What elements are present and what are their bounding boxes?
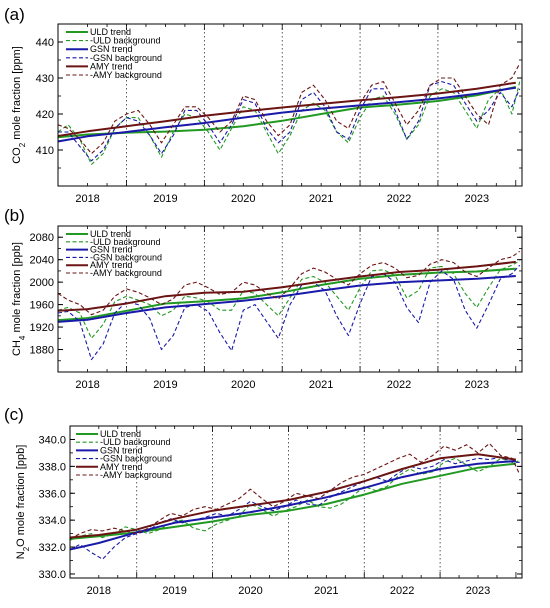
y-tick-label: 334.0 bbox=[38, 515, 66, 527]
y-axis-title: N2O mole fraction [ppb] bbox=[15, 445, 31, 560]
x-tick-label: 2022 bbox=[387, 193, 411, 205]
y-tick-label: 410 bbox=[36, 145, 54, 157]
series-gsn-background bbox=[58, 264, 521, 361]
y-tick-label: 430 bbox=[36, 73, 54, 85]
plot-frame bbox=[57, 23, 523, 187]
plot-area bbox=[58, 63, 521, 165]
y-tick-label: 440 bbox=[36, 37, 54, 49]
legend-label: ULD trend bbox=[90, 27, 131, 37]
panel-3: (c) 330.0 332.0 334.0 336.0 338.0 340.0 2018 201… bbox=[4, 405, 523, 597]
y-axis-title: CH4 mole fraction [ppb] bbox=[11, 242, 27, 356]
x-tick-label: 2021 bbox=[309, 193, 333, 205]
series-gsn-trend bbox=[58, 86, 516, 143]
legend-label: -AMY background bbox=[90, 70, 162, 80]
y-axis-title: CO2 mole fraction [ppm] bbox=[11, 46, 27, 164]
y-tick-label: 330.0 bbox=[38, 569, 66, 581]
legend-label: AMY trend bbox=[100, 462, 142, 472]
legend-label: ULD trend bbox=[100, 429, 141, 439]
y-tick-label: 336.0 bbox=[38, 488, 66, 500]
series-amy-trend bbox=[70, 453, 517, 539]
legend-label: -ULD background bbox=[90, 237, 161, 247]
x-tick-label: 2023 bbox=[465, 193, 489, 205]
x-tick-label: 2019 bbox=[162, 585, 186, 597]
y-tick-label: 1960 bbox=[30, 300, 54, 312]
legend-label: ULD trend bbox=[90, 229, 131, 239]
legend-label: -AMY background bbox=[100, 470, 172, 480]
legend-label: GSN trend bbox=[90, 44, 133, 54]
x-tick-label: 2018 bbox=[87, 585, 111, 597]
series-amy-trend bbox=[58, 81, 516, 138]
series-uld-trend bbox=[58, 267, 516, 322]
series-gsn-background bbox=[58, 81, 521, 162]
x-tick-label: 2021 bbox=[309, 379, 333, 391]
y-tick-label: 420 bbox=[36, 109, 54, 121]
y-tick-label: 338.0 bbox=[38, 461, 66, 473]
plot-frame bbox=[69, 425, 523, 579]
x-tick-label: 2021 bbox=[314, 585, 338, 597]
series-gsn-trend bbox=[58, 275, 516, 323]
panel-1: (a) 410 420 430 440 2018 2019 2020 2021 2022 2023 C… bbox=[4, 5, 523, 205]
plot-area bbox=[58, 250, 521, 361]
y-tick-label: 2040 bbox=[30, 255, 54, 267]
x-tick-label: 2022 bbox=[387, 379, 411, 391]
x-tick-label: 2018 bbox=[75, 193, 99, 205]
series-amy-background bbox=[70, 442, 521, 540]
panel-label: (c) bbox=[4, 405, 24, 424]
x-tick-label: 2020 bbox=[238, 585, 262, 597]
x-tick-label: 2020 bbox=[231, 379, 255, 391]
legend-label: -ULD background bbox=[100, 437, 171, 447]
series-amy-background bbox=[58, 250, 521, 316]
legend-label: AMY trend bbox=[90, 61, 132, 71]
y-tick-label: 2000 bbox=[30, 277, 54, 289]
series-uld-background bbox=[58, 81, 521, 165]
panel-2: (b) 1880 1920 1960 2000 2040 2080 2018 2019 2020 2… bbox=[4, 206, 523, 391]
legend-label: -AMY background bbox=[90, 268, 162, 278]
legend-label: -GSN background bbox=[90, 252, 162, 262]
plot-area bbox=[70, 442, 521, 560]
panel-label: (a) bbox=[4, 5, 25, 24]
legend-label: AMY trend bbox=[90, 260, 132, 270]
panel-label: (b) bbox=[4, 206, 25, 225]
y-tick-label: 332.0 bbox=[38, 542, 66, 554]
x-tick-label: 2022 bbox=[390, 585, 414, 597]
legend-label: GSN trend bbox=[90, 245, 133, 255]
x-tick-label: 2020 bbox=[231, 193, 255, 205]
series-gsn-background bbox=[70, 456, 520, 560]
y-tick-label: 1920 bbox=[30, 322, 54, 334]
legend-label: -GSN background bbox=[90, 53, 162, 63]
series-amy-background bbox=[58, 63, 521, 155]
x-tick-label: 2019 bbox=[153, 193, 177, 205]
y-tick-label: 1880 bbox=[30, 345, 54, 357]
x-tick-label: 2023 bbox=[466, 585, 490, 597]
plot-frame bbox=[57, 225, 523, 373]
y-tick-label: 2080 bbox=[30, 232, 54, 244]
series-gsn-trend bbox=[70, 460, 516, 551]
x-tick-label: 2019 bbox=[153, 379, 177, 391]
legend-label: GSN trend bbox=[100, 445, 143, 455]
legend-label: -GSN background bbox=[100, 454, 172, 464]
x-tick-label: 2018 bbox=[75, 379, 99, 391]
series-amy-trend bbox=[58, 260, 516, 312]
x-tick-label: 2023 bbox=[465, 379, 489, 391]
legend-label: -ULD background bbox=[90, 36, 161, 46]
y-tick-label: 340.0 bbox=[38, 434, 66, 446]
